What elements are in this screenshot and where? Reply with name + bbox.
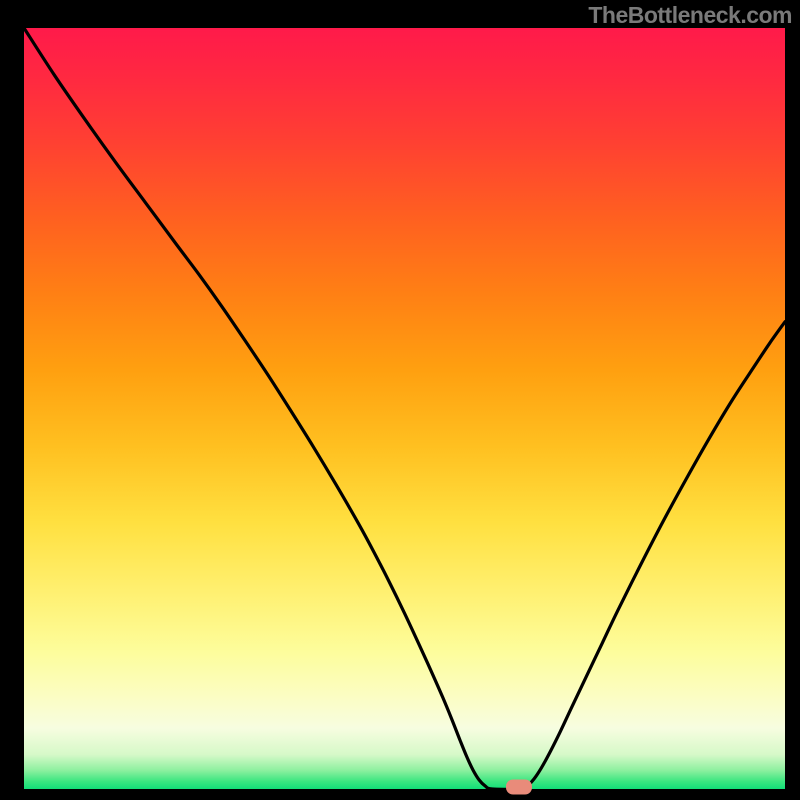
chart-container: TheBottleneck.com (0, 0, 800, 800)
gradient-background (24, 28, 785, 789)
watermark-text: TheBottleneck.com (588, 2, 792, 29)
plot-area (24, 28, 785, 789)
optimum-marker (506, 779, 532, 794)
